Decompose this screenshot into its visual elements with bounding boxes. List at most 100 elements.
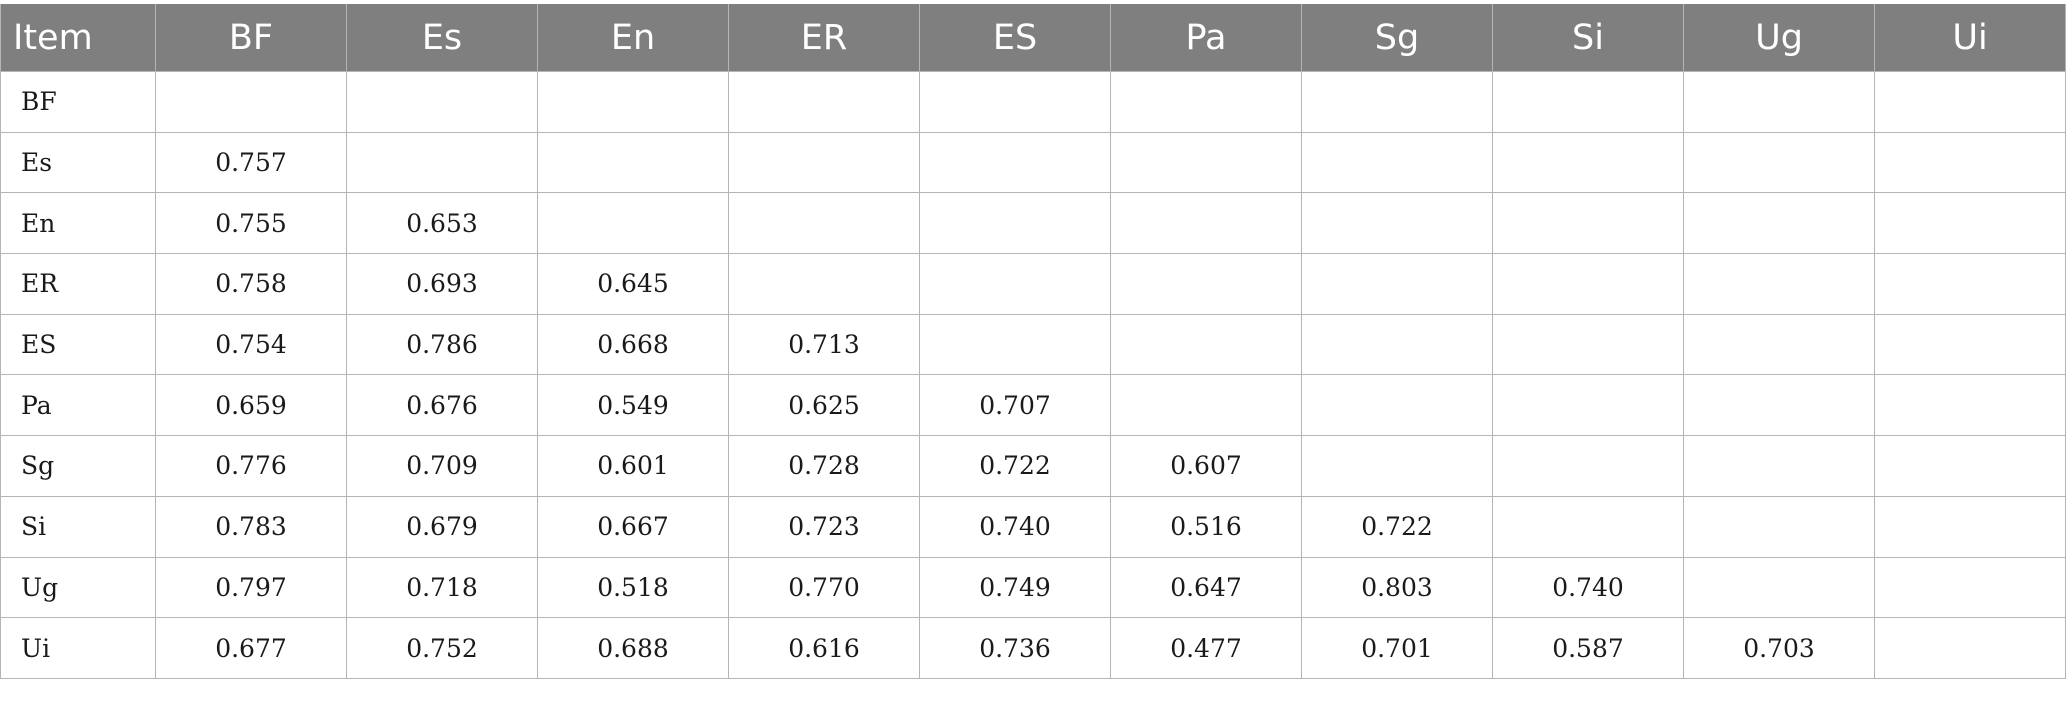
table-cell: 0.718: [346, 556, 538, 619]
table-cell: [1301, 131, 1493, 194]
table-cell: [1874, 71, 2066, 133]
table-cell: 0.667: [537, 495, 729, 558]
table-cell: [1874, 192, 2066, 255]
table-cell: [728, 192, 920, 255]
table-cell: 0.786: [346, 313, 538, 376]
table-cell: [1874, 495, 2066, 558]
table-cell: [1683, 313, 1875, 376]
table-cell: 0.549: [537, 374, 729, 437]
table-cell: [919, 313, 1111, 376]
table-cell: 0.659: [155, 374, 347, 437]
table-cell: 0.770: [728, 556, 920, 619]
row-label: ES: [0, 313, 156, 376]
row-label: Es: [0, 131, 156, 194]
table-cell: [1492, 495, 1684, 558]
table-cell: [919, 253, 1111, 315]
column-header: Ui: [1874, 4, 2066, 72]
table-cell: 0.723: [728, 495, 920, 558]
table-cell: [919, 131, 1111, 194]
table-cell: 0.797: [155, 556, 347, 619]
table-cell: [1492, 71, 1684, 133]
table-cell: [1683, 435, 1875, 497]
column-header: Si: [1492, 4, 1684, 72]
column-header: BF: [155, 4, 347, 72]
table-cell: [1683, 495, 1875, 558]
table-cell: [1874, 374, 2066, 437]
row-label: Ug: [0, 556, 156, 619]
table-row: Ug 0.797 0.718 0.518 0.770 0.749 0.647 0.803 0.7…: [0, 556, 2066, 619]
table-cell: [1301, 71, 1493, 133]
table-cell: [1301, 253, 1493, 315]
table-cell: 0.625: [728, 374, 920, 437]
table-cell: [1492, 435, 1684, 497]
table-cell: 0.783: [155, 495, 347, 558]
table-cell: 0.645: [537, 253, 729, 315]
table-cell: 0.653: [346, 192, 538, 255]
table-cell: 0.740: [1492, 556, 1684, 619]
table-cell: [1683, 131, 1875, 194]
table-cell: 0.703: [1683, 617, 1875, 679]
table-cell: 0.722: [919, 435, 1111, 497]
table-cell: [1874, 556, 2066, 619]
table-cell: [1301, 313, 1493, 376]
table-cell: 0.749: [919, 556, 1111, 619]
table-row: ES 0.754 0.786 0.668 0.713: [0, 313, 2066, 376]
table-cell: [346, 131, 538, 194]
table-cell: 0.757: [155, 131, 347, 194]
row-label: En: [0, 192, 156, 255]
table-cell: [1301, 192, 1493, 255]
table-cell: 0.740: [919, 495, 1111, 558]
table-row: Si 0.783 0.679 0.667 0.723 0.740 0.516 0.722: [0, 495, 2066, 558]
table-cell: [1492, 374, 1684, 437]
table-cell: [728, 71, 920, 133]
table-cell: 0.736: [919, 617, 1111, 679]
table-row: BF: [0, 71, 2066, 133]
table-row: Sg 0.776 0.709 0.601 0.728 0.722 0.607: [0, 435, 2066, 497]
table-cell: 0.728: [728, 435, 920, 497]
table-body: BF Es 0.757 En 0.755 0.653 ER 0.758 0.693 0.645 ES…: [0, 71, 2066, 679]
table-cell: 0.601: [537, 435, 729, 497]
table-row: Ui 0.677 0.752 0.688 0.616 0.736 0.477 0.701 0.5…: [0, 617, 2066, 679]
table-cell: [1492, 192, 1684, 255]
table-cell: [1110, 71, 1302, 133]
correlation-table: Item BF Es En ER ES Pa Sg Si Ug Ui BF Es 0.757 En 0.75…: [0, 4, 2066, 679]
column-header: Es: [346, 4, 538, 72]
table-cell: [1110, 313, 1302, 376]
table-cell: 0.607: [1110, 435, 1302, 497]
table-cell: [1110, 253, 1302, 315]
column-header: Sg: [1301, 4, 1493, 72]
table-cell: 0.752: [346, 617, 538, 679]
table-cell: 0.616: [728, 617, 920, 679]
table-cell: [1874, 617, 2066, 679]
column-header: Pa: [1110, 4, 1302, 72]
table-cell: [1683, 556, 1875, 619]
table-cell: 0.477: [1110, 617, 1302, 679]
table-cell: 0.722: [1301, 495, 1493, 558]
table-cell: 0.707: [919, 374, 1111, 437]
row-label: BF: [0, 71, 156, 133]
column-header: En: [537, 4, 729, 72]
table-cell: [1110, 192, 1302, 255]
row-label: Si: [0, 495, 156, 558]
table-cell: [919, 71, 1111, 133]
table-cell: 0.647: [1110, 556, 1302, 619]
table-cell: [1874, 313, 2066, 376]
table-cell: 0.688: [537, 617, 729, 679]
table-cell: [537, 192, 729, 255]
table-cell: [346, 71, 538, 133]
table-cell: [1874, 253, 2066, 315]
table-cell: 0.713: [728, 313, 920, 376]
table-cell: [1683, 192, 1875, 255]
row-label: ER: [0, 253, 156, 315]
table-cell: [1492, 313, 1684, 376]
row-label: Sg: [0, 435, 156, 497]
table-cell: 0.776: [155, 435, 347, 497]
table-cell: [1492, 253, 1684, 315]
table-cell: 0.668: [537, 313, 729, 376]
table-row: ER 0.758 0.693 0.645: [0, 253, 2066, 315]
table-cell: 0.676: [346, 374, 538, 437]
table-cell: 0.693: [346, 253, 538, 315]
table-cell: 0.677: [155, 617, 347, 679]
table-cell: [1492, 131, 1684, 194]
table-cell: [1683, 374, 1875, 437]
